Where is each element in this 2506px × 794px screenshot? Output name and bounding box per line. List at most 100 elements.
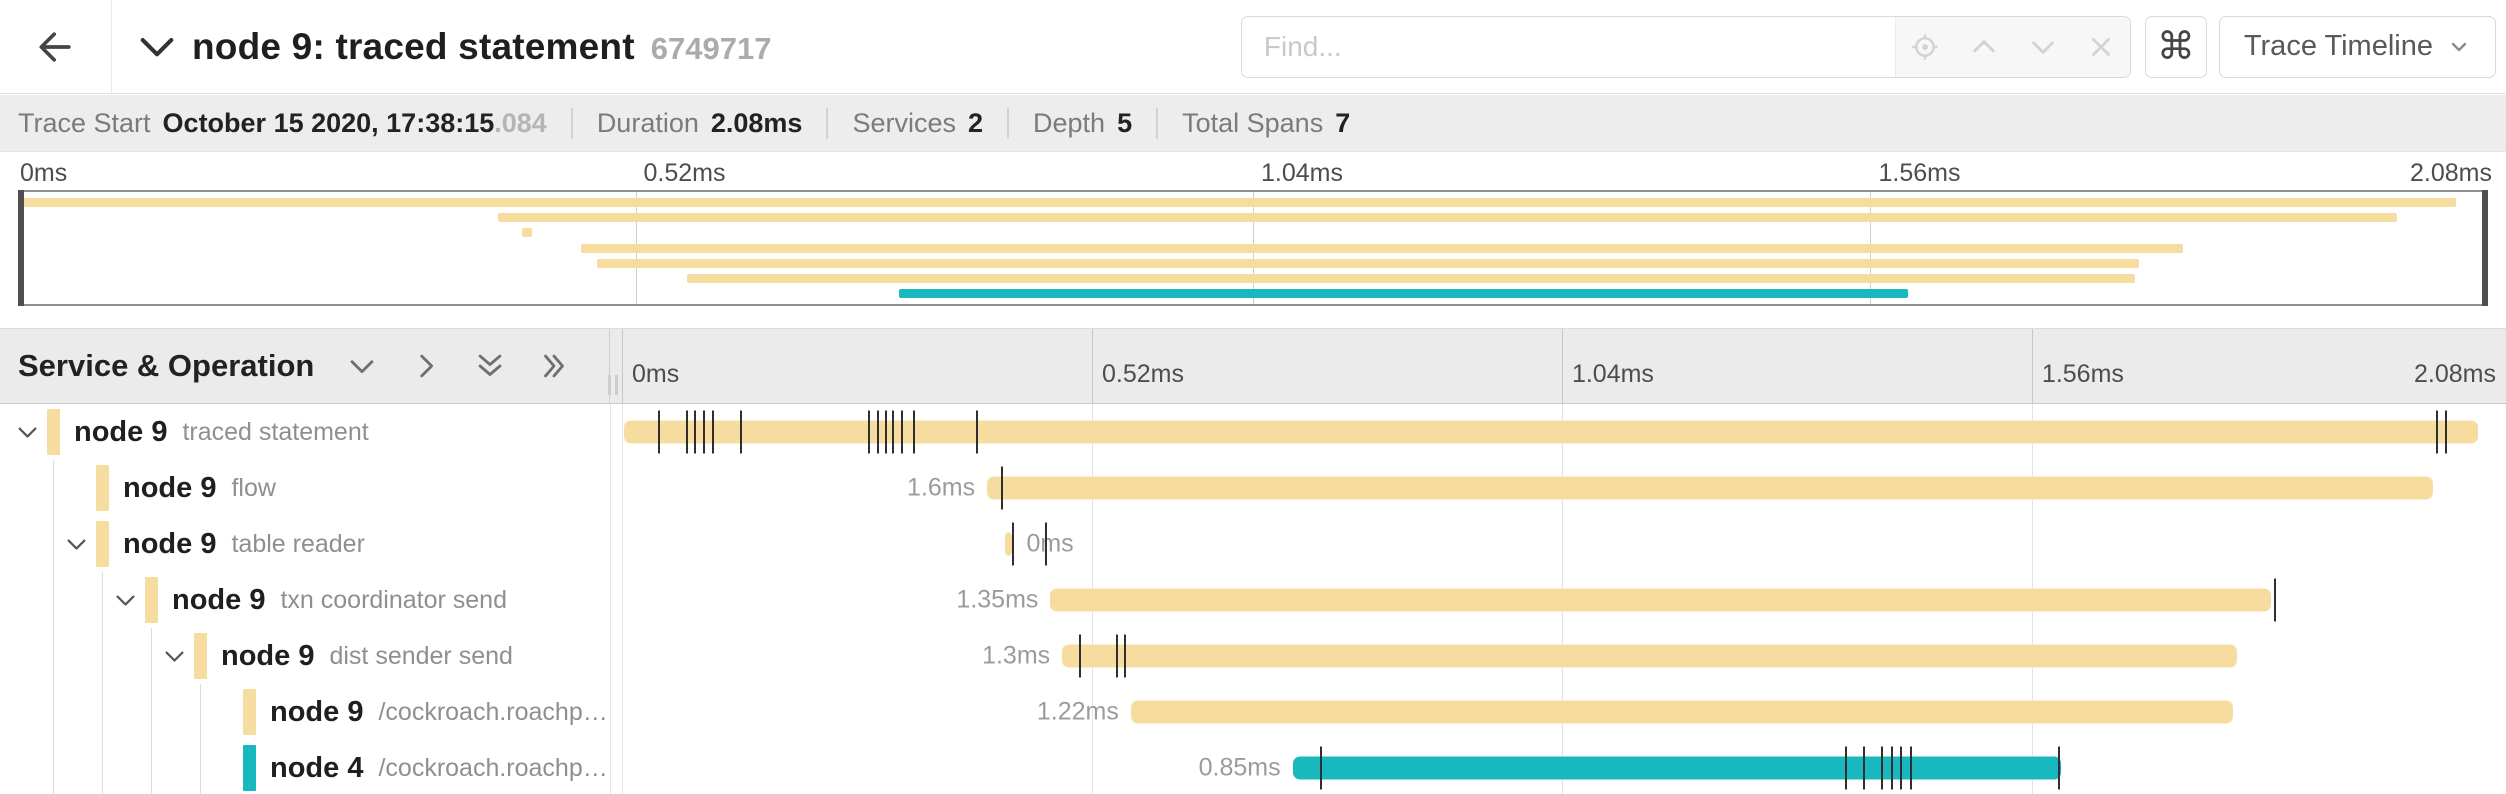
tree-expand-chevron-down-icon[interactable]	[63, 531, 90, 558]
tree-cell: node 9 flow	[0, 460, 610, 516]
span-bar[interactable]	[987, 476, 2434, 500]
minimap-span-row	[19, 228, 2487, 238]
trace-start-fraction: .084	[494, 107, 547, 138]
app-header: node 9: traced statement 6749717	[0, 0, 2506, 94]
find-next-chevron-down-icon[interactable]	[2027, 31, 2059, 63]
minimap-span-bar	[498, 213, 2397, 223]
column-divider[interactable]	[610, 404, 611, 794]
expand-all-double-chevron-right-icon[interactable]	[537, 349, 571, 383]
span-bar[interactable]	[1005, 532, 1013, 556]
tree-expand-chevron-down-icon[interactable]	[14, 419, 41, 446]
minimap[interactable]	[18, 190, 2488, 306]
minimap-span-bar	[899, 288, 1908, 298]
span-row[interactable]: node 9 traced statement	[0, 404, 2506, 460]
tree-indent-guide	[102, 572, 103, 628]
locate-icon[interactable]	[1909, 31, 1941, 63]
span-duration-label: 1.22ms	[1036, 697, 1119, 726]
tree-controls	[345, 349, 571, 383]
operation-name: dist sender send	[329, 641, 513, 670]
tree-cell: node 4/cockroach.roachpb.I…	[0, 740, 610, 794]
span-name-group: node 9 traced statement	[74, 404, 608, 460]
span-bar[interactable]	[1050, 588, 2271, 612]
operation-name: txn coordinator send	[280, 585, 507, 614]
minimap-tick-label: 1.04ms	[1261, 159, 1343, 187]
depth-value: 5	[1117, 107, 1133, 138]
span-log-tick	[1079, 634, 1082, 678]
minimap-span-row	[19, 273, 2487, 283]
minimap-span-bar	[522, 228, 532, 238]
span-row[interactable]: node 9 txn coordinator send 1.35ms	[0, 572, 2506, 628]
span-log-tick	[2058, 746, 2061, 790]
span-log-tick	[1124, 634, 1127, 678]
service-name: node 4	[270, 751, 364, 784]
tree-indent-guide	[200, 740, 201, 794]
service-color-stripe	[96, 465, 109, 511]
span-row[interactable]: node 9/cockroach.roachpb.I… 1.22ms	[0, 684, 2506, 740]
collapse-one-chevron-down-icon[interactable]	[345, 349, 379, 383]
minimap-right-scrubber[interactable]	[2482, 190, 2488, 306]
service-name: node 9	[123, 527, 217, 560]
span-bar[interactable]	[623, 420, 2479, 444]
span-row[interactable]: node 9 dist sender send 1.3ms	[0, 628, 2506, 684]
collapse-all-double-chevron-down-icon[interactable]	[473, 349, 507, 383]
span-log-tick	[1319, 746, 1322, 790]
tree-indent-guide	[102, 684, 103, 740]
span-duration-label: 0.85ms	[1198, 753, 1281, 782]
back-button[interactable]	[0, 0, 112, 94]
keyboard-shortcuts-button[interactable]: ⌘	[2144, 15, 2207, 78]
tree-cell: node 9 table reader	[0, 516, 610, 572]
trace-start-value: October 15 2020, 17:38:15	[162, 107, 495, 138]
timeline-header-gridline	[1091, 329, 1093, 403]
operation-name: table reader	[231, 529, 365, 558]
depth-label: Depth	[1033, 107, 1106, 138]
service-color-stripe	[194, 633, 207, 679]
trace-title-group: node 9: traced statement 6749717	[112, 26, 771, 68]
span-log-tick	[892, 410, 895, 454]
minimap-span-row	[19, 258, 2487, 268]
span-bar-cell: 1.6ms	[610, 460, 2506, 516]
tree-expand-chevron-down-icon[interactable]	[112, 587, 139, 614]
span-name-group: node 9 table reader	[123, 516, 608, 572]
span-row[interactable]: node 4/cockroach.roachpb.I… 0.85ms	[0, 740, 2506, 794]
span-log-tick	[694, 410, 697, 454]
view-selector-label: Trace Timeline	[2243, 30, 2433, 62]
span-name-group: node 9 flow	[123, 460, 608, 516]
command-icon: ⌘	[2156, 26, 2195, 68]
service-name: node 9	[221, 639, 315, 672]
span-log-tick	[976, 410, 979, 454]
tree-cell: node 9 dist sender send	[0, 628, 610, 684]
minimap-left-scrubber[interactable]	[18, 190, 24, 306]
span-log-tick	[1862, 746, 1865, 790]
view-selector-button[interactable]: Trace Timeline	[2218, 15, 2496, 78]
span-bar-cell: 1.3ms	[610, 628, 2506, 684]
service-name: node 9	[123, 471, 217, 504]
tree-expand-chevron-down-icon[interactable]	[161, 643, 188, 670]
find-input[interactable]	[1241, 16, 1895, 77]
header-actions: ⌘ Trace Timeline	[1240, 15, 2506, 78]
timeline-header-gridline	[621, 329, 623, 403]
span-log-tick	[2444, 410, 2447, 454]
span-bar[interactable]	[1062, 644, 2238, 668]
span-log-tick	[1844, 746, 1847, 790]
span-bar[interactable]	[1292, 756, 2061, 780]
span-row[interactable]: node 9 table reader 0ms	[0, 516, 2506, 572]
span-log-tick	[1899, 746, 1902, 790]
find-prev-chevron-up-icon[interactable]	[1968, 31, 2000, 63]
title-collapse-chevron-down-icon[interactable]	[138, 33, 176, 63]
timeline-header-gridline	[2031, 329, 2033, 403]
timeline-tick-label: 0ms	[632, 360, 680, 388]
span-row[interactable]: node 9 flow 1.6ms	[0, 460, 2506, 516]
minimap-tick-label: 0.52ms	[643, 159, 726, 187]
span-bar[interactable]	[1130, 700, 2234, 724]
find-clear-x-icon[interactable]	[2086, 32, 2116, 62]
span-log-tick	[740, 410, 743, 454]
tree-indent-guide	[102, 628, 103, 684]
duration-label: Duration	[596, 107, 699, 138]
minimap-span-rows	[19, 192, 2487, 304]
span-log-tick	[1880, 746, 1883, 790]
expand-one-chevron-right-icon[interactable]	[409, 349, 443, 383]
trace-start-label: Trace Start	[18, 107, 151, 138]
trace-summary-bar: Trace Start October 15 2020, 17:38:15.08…	[0, 95, 2506, 152]
column-resize-grip[interactable]	[608, 375, 618, 395]
span-bar-cell: 1.35ms	[610, 572, 2506, 628]
